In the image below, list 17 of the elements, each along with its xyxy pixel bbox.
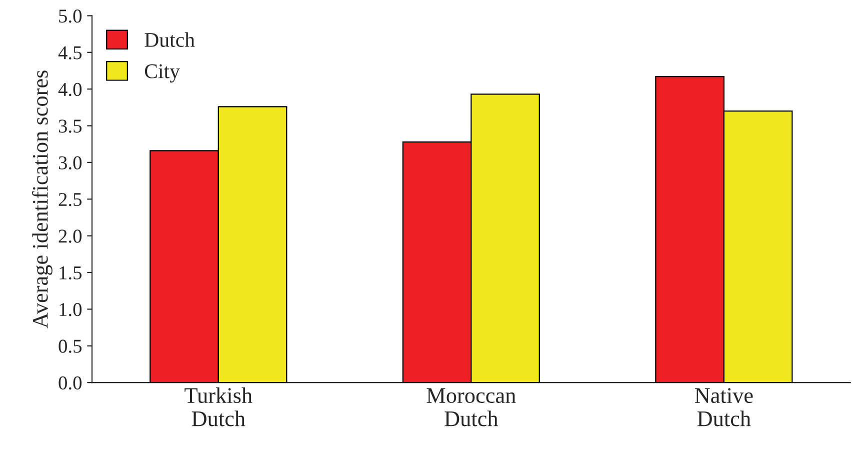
- y-tick-label: 1.5: [60, 266, 82, 280]
- y-tick-label: 0.0: [58, 376, 82, 390]
- y-tick-label: 4.5: [58, 46, 82, 60]
- y-tick-label: 2.0: [58, 230, 82, 243]
- y-tick-label: 1.0: [60, 302, 82, 316]
- y-tick-label: 3.0: [58, 156, 82, 170]
- x-tick-label: Native Dutch: [694, 388, 753, 426]
- legend-label: Dutch: [144, 32, 195, 47]
- x-tick-label: Turkish Dutch: [184, 387, 252, 426]
- y-tick-label: 5.0: [59, 10, 82, 23]
- x-tick-label: Moroccan Dutch: [426, 388, 516, 426]
- y-tick-label: 3.5: [58, 120, 82, 133]
- y-axis-title: Average identification scores: [32, 70, 52, 328]
- legend-label: City: [144, 64, 180, 83]
- y-tick-label: 2.5: [58, 193, 82, 206]
- y-tick-label: 4.0: [58, 82, 82, 96]
- y-tick-label: 0.5: [58, 340, 82, 353]
